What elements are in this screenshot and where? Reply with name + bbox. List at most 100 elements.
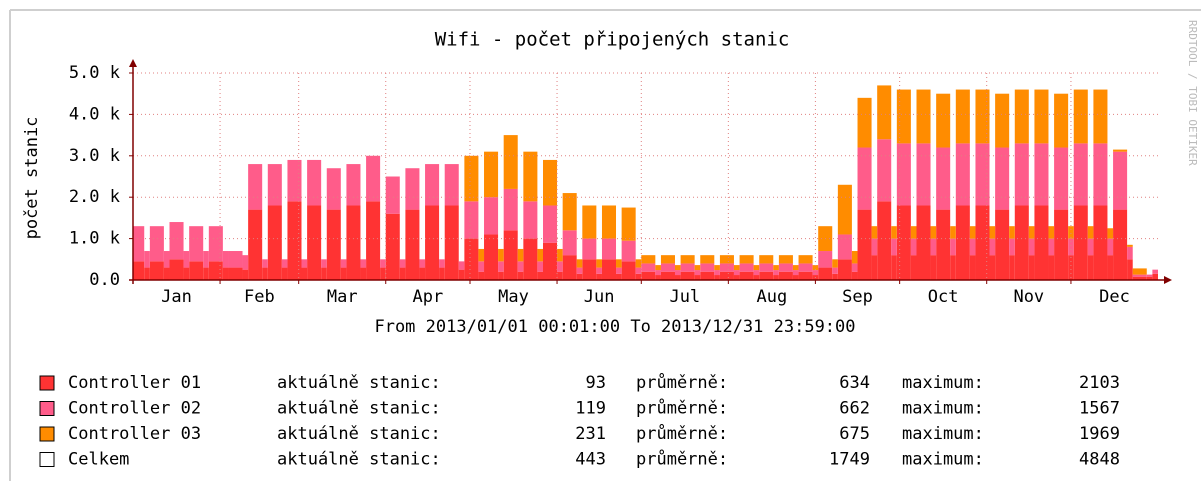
area-segment <box>425 164 440 206</box>
area-segment <box>1087 226 1094 239</box>
x-tick-label: Oct <box>928 287 959 307</box>
x-tick-label: Mar <box>327 287 358 307</box>
area-segment <box>228 251 243 268</box>
area-segment <box>1014 143 1029 206</box>
area-segment <box>1009 226 1015 239</box>
area-segment <box>262 267 268 280</box>
stat-value: 2103 <box>1079 373 1120 393</box>
area-segment <box>523 201 538 239</box>
area-segment <box>405 209 420 280</box>
area-segment <box>562 193 577 231</box>
area-segment <box>930 226 937 239</box>
area-segment <box>950 255 956 280</box>
x-axis-arrow <box>1164 276 1172 284</box>
area-segment <box>326 209 341 280</box>
area-segment <box>582 205 597 239</box>
area-segment <box>267 164 282 206</box>
area-segment <box>616 267 622 274</box>
area-segment <box>694 265 701 271</box>
area-segment <box>458 269 465 280</box>
area-segment <box>582 259 597 280</box>
x-tick-label: Nov <box>1013 287 1044 307</box>
area-segment <box>1132 274 1147 277</box>
area-segment <box>1054 93 1069 148</box>
area-segment <box>169 259 184 280</box>
area-segment <box>877 85 892 140</box>
area-segment <box>464 201 479 239</box>
area-segment <box>133 261 145 280</box>
area-segment <box>523 151 538 202</box>
y-tick-label: 5.0 k <box>69 63 120 83</box>
y-tick-label: 0.0 <box>89 270 120 290</box>
area-segment <box>995 147 1010 210</box>
stat-label: průměrně: <box>636 449 728 470</box>
area-segment <box>955 89 970 144</box>
area-segment <box>891 238 897 256</box>
area-segment <box>1107 238 1114 256</box>
area-segment <box>773 275 779 280</box>
area-segment <box>321 267 327 280</box>
area-segment <box>576 259 583 268</box>
area-segment <box>616 273 622 280</box>
area-segment <box>660 263 675 272</box>
area-segment <box>1048 255 1055 280</box>
area-segment <box>340 267 347 280</box>
area-segment <box>641 263 656 272</box>
area-segment <box>1113 209 1128 280</box>
area-segment <box>694 270 701 276</box>
area-segment <box>1127 259 1133 280</box>
area-segment <box>655 275 661 280</box>
stat-label: průměrně: <box>636 398 728 419</box>
area-segment <box>975 89 990 144</box>
area-segment <box>385 213 400 280</box>
area-segment <box>621 240 636 262</box>
area-segment <box>773 265 779 271</box>
area-segment <box>444 164 459 206</box>
area-segment <box>380 267 386 280</box>
area-segment <box>498 271 504 280</box>
area-segment <box>837 259 852 280</box>
area-segment <box>484 234 499 280</box>
x-tick-label: Jul <box>669 287 700 307</box>
area-segment <box>517 261 524 272</box>
area-segment <box>641 255 656 264</box>
area-segment <box>896 205 911 280</box>
stat-label: aktuálně stanic: <box>277 373 441 393</box>
area-segment <box>1093 143 1108 206</box>
area-segment <box>464 238 479 280</box>
area-segment <box>267 205 282 280</box>
stat-value: 4848 <box>1079 450 1120 470</box>
area-segment <box>753 275 760 280</box>
x-tick-label: Aug <box>757 287 788 307</box>
stat-label: aktuálně stanic: <box>277 450 441 470</box>
y-tick-label: 3.0 k <box>69 146 120 166</box>
area-segment <box>778 255 793 264</box>
area-segment <box>700 255 715 264</box>
area-segment <box>719 263 734 272</box>
stat-label: maximum: <box>902 424 984 444</box>
area-segment <box>183 251 190 268</box>
area-segment <box>621 261 636 280</box>
area-segment <box>655 270 661 276</box>
area-segment <box>1146 274 1153 277</box>
area-segment <box>733 270 740 276</box>
area-segment <box>1068 255 1074 280</box>
area-segment <box>601 259 617 280</box>
area-segment <box>360 267 367 280</box>
area-segment <box>596 273 602 280</box>
stat-value: 1749 <box>829 450 870 470</box>
area-segment <box>936 147 951 210</box>
area-segment <box>478 248 485 262</box>
area-segment <box>419 267 426 280</box>
legend-label: Controller 01 <box>68 373 201 393</box>
x-tick-label: Jun <box>584 287 615 307</box>
area-segment <box>498 261 504 272</box>
area-segment <box>621 207 636 241</box>
area-segment <box>660 255 675 264</box>
area-segment <box>149 226 164 262</box>
area-segment <box>1132 276 1147 280</box>
area-segment <box>326 168 341 210</box>
area-segment <box>222 251 229 268</box>
area-segment <box>503 188 518 231</box>
area-segment <box>753 270 760 276</box>
